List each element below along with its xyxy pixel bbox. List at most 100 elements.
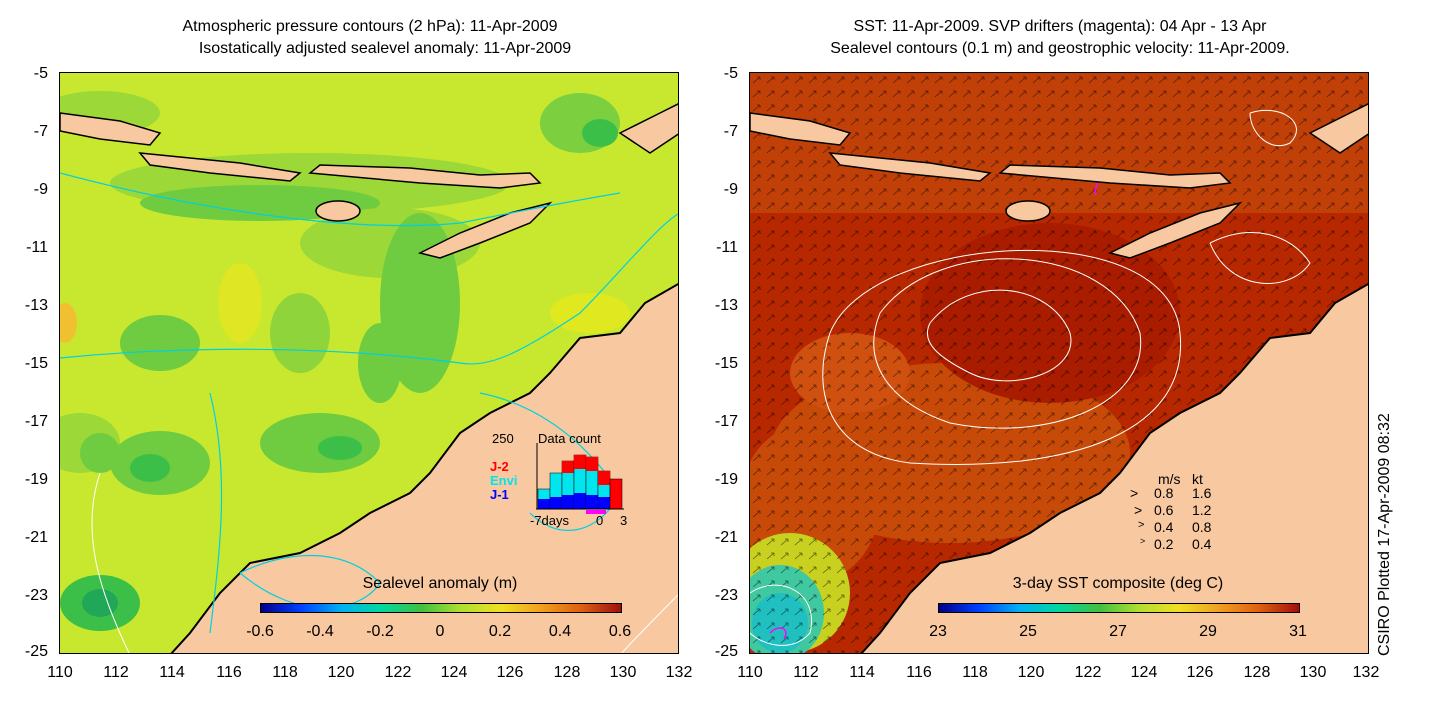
- right-xtick-2: 114: [849, 664, 875, 681]
- left-xtick-4: 118: [272, 664, 298, 681]
- right-xtick-5: 120: [1017, 664, 1045, 681]
- left-xtick-0: 110: [47, 664, 73, 681]
- left-ytick-9: -23: [24, 587, 48, 604]
- sst-tick-0: 23: [929, 623, 947, 640]
- sla-tick-6: 0.6: [608, 623, 632, 640]
- right-ytick-0: -5: [723, 65, 738, 82]
- inset-bar-5b: [586, 495, 598, 509]
- inset-bar-1b: [538, 499, 550, 509]
- velocity-legend-kt-1: 1.2: [1192, 502, 1212, 518]
- right-ytick-2: -9: [723, 181, 738, 198]
- left-xtick-1: 112: [103, 664, 129, 681]
- left-xtick-6: 122: [384, 664, 412, 681]
- inset-x-mid: 0: [596, 513, 604, 528]
- sst-field: [750, 73, 1368, 653]
- velocity-legend-kt-3: 0.4: [1192, 536, 1212, 552]
- left-ytick-4: -13: [24, 297, 48, 314]
- inset-x-right: 3: [620, 513, 628, 528]
- sla-tick-3: 0: [435, 623, 445, 640]
- sla-tick-0: -0.6: [246, 623, 274, 640]
- plotted-timestamp: CSIRO Plotted 17-Apr-2009 08:32: [1376, 413, 1393, 656]
- velocity-legend-ms-1: 0.6: [1154, 502, 1174, 518]
- right-xtick-8: 126: [1186, 664, 1214, 681]
- left-xtick-3: 116: [216, 664, 242, 681]
- velocity-arrow-3-icon: >: [1140, 536, 1146, 546]
- velocity-legend-ms-2: 0.4: [1154, 519, 1174, 535]
- right-xtick-7: 124: [1130, 664, 1158, 681]
- inset-title: Data count: [538, 431, 601, 446]
- sla-colorbar-title: Sealevel anomaly (m): [362, 575, 518, 592]
- inset-bar-6b: [598, 497, 610, 509]
- left-xtick-9: 128: [553, 664, 581, 681]
- left-ytick-1: -7: [33, 123, 48, 140]
- left-xtick-8: 126: [496, 664, 524, 681]
- right-xtick-0: 110: [737, 664, 763, 681]
- velocity-arrow-0-icon: >: [1130, 485, 1139, 501]
- inset-max-label: 250: [492, 431, 514, 446]
- inset-bar-3a: [562, 461, 574, 473]
- sla-tick-2: -0.2: [366, 623, 394, 640]
- left-ytick-3: -11: [26, 239, 48, 256]
- right-xtick-1: 112: [793, 664, 819, 681]
- sst-tick-1: 25: [1019, 623, 1037, 640]
- sla-tick-1: -0.4: [306, 623, 334, 640]
- velocity-legend: m/s kt > 0.8 1.6 > 0.6 1.2 > 0.4 0.8 > 0…: [1128, 471, 1228, 552]
- right-xtick-4: 118: [962, 664, 988, 681]
- sst-tick-4: 31: [1289, 623, 1307, 640]
- velocity-arrow-1-icon: >: [1134, 502, 1143, 518]
- inset-bar-4b: [574, 493, 586, 509]
- right-xtick-11: 132: [1352, 664, 1380, 681]
- sla-colorbar: [260, 603, 622, 613]
- right-ytick-3: -11: [716, 239, 738, 256]
- inset-bars: [536, 443, 624, 514]
- sealevel-anomaly-field: [60, 73, 678, 653]
- left-ytick-0: -5: [33, 65, 48, 82]
- left-xtick-5: 120: [327, 664, 355, 681]
- left-ytick-6: -17: [24, 413, 48, 430]
- sst-colorbar-title: 3-day SST composite (deg C): [1012, 575, 1224, 592]
- sla-tick-4: 0.2: [488, 623, 512, 640]
- right-ytick-7: -19: [714, 471, 738, 488]
- velocity-legend-ms-3: 0.2: [1154, 536, 1174, 552]
- right-ytick-1: -7: [723, 123, 738, 140]
- right-ytick-5: -15: [714, 355, 738, 372]
- data-count-inset: 250 Data count J-2 Envi J-1 -7: [490, 427, 678, 537]
- right-xtick-3: 116: [906, 664, 932, 681]
- velocity-legend-kt-header: kt: [1192, 471, 1203, 487]
- inset-bar-5a: [586, 457, 598, 471]
- right-ytick-6: -17: [714, 413, 738, 430]
- velocity-legend-ms-header: m/s: [1158, 471, 1181, 487]
- sla-tick-5: 0.4: [548, 623, 572, 640]
- right-ytick-8: -21: [714, 529, 738, 546]
- inset-series-j1: J-1: [490, 487, 509, 502]
- sst-colorbar: [938, 603, 1300, 613]
- inset-bar-6a: [598, 471, 610, 485]
- velocity-legend-kt-0: 1.6: [1192, 485, 1212, 501]
- left-ytick-5: -15: [24, 355, 48, 372]
- velocity-legend-kt-2: 0.8: [1192, 519, 1212, 535]
- right-title-line1: SST: 11-Apr-2009. SVP drifters (magenta)…: [853, 18, 1267, 35]
- inset-series-envi: Envi: [490, 473, 518, 488]
- left-ytick-2: -9: [33, 181, 48, 198]
- left-title-line2: Isostatically adjusted sealevel anomaly:…: [198, 40, 572, 57]
- left-ytick-7: -19: [24, 471, 48, 488]
- sealevel-anomaly-map: 250 Data count J-2 Envi J-1 -7: [59, 72, 679, 654]
- inset-bar-7: [609, 478, 623, 510]
- left-xtick-2: 114: [159, 664, 185, 681]
- sst-map: m/s kt > 0.8 1.6 > 0.6 1.2 > 0.4 0.8 > 0…: [749, 72, 1369, 654]
- inset-x-left: -7days: [530, 513, 570, 528]
- inset-bar-2b: [550, 497, 562, 509]
- left-xtick-7: 124: [440, 664, 468, 681]
- sst-tick-3: 29: [1199, 623, 1217, 640]
- right-title-line2: Sealevel contours (0.1 m) and geostrophi…: [830, 40, 1290, 57]
- right-ytick-10: -25: [714, 643, 738, 660]
- right-ytick-4: -13: [714, 297, 738, 314]
- right-xtick-10: 130: [1299, 664, 1327, 681]
- sst-tick-2: 27: [1109, 623, 1127, 640]
- inset-bar-4a: [574, 455, 586, 469]
- left-xtick-11: 132: [665, 664, 693, 681]
- right-ytick-9: -23: [714, 587, 738, 604]
- left-xtick-10: 130: [609, 664, 637, 681]
- left-ytick-10: -25: [24, 643, 48, 660]
- right-xtick-9: 128: [1243, 664, 1271, 681]
